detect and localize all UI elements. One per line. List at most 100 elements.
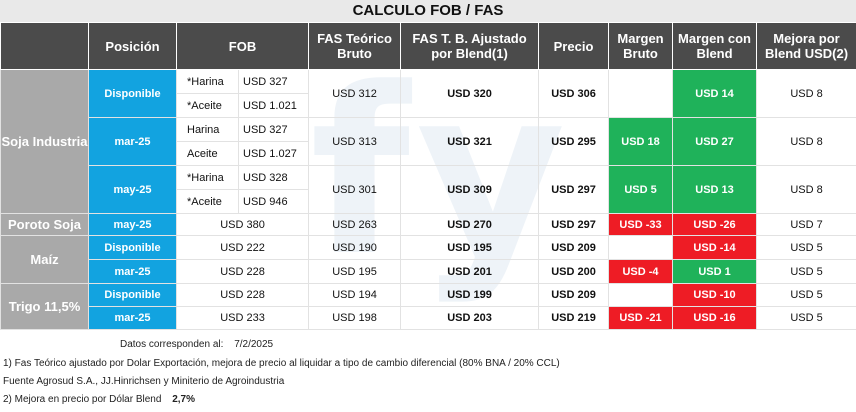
fas-teorico-cell: USD 194 — [308, 283, 402, 307]
fas-teorico-cell: USD 263 — [308, 213, 402, 236]
fob-label: *Harina — [176, 165, 239, 190]
position-cell: mar-25 — [88, 259, 177, 284]
product-poroto-soja: Poroto Soja — [0, 213, 89, 236]
header-fas-ajustado: FAS T. B. Ajustado por Blend(1) — [400, 22, 540, 70]
mejora-cell: USD 5 — [756, 235, 856, 260]
fob-value: USD 946 — [237, 189, 310, 214]
fob-fas-table: Posición FOB FAS Teórico Bruto FAS T. B.… — [0, 22, 856, 330]
position-cell: may-25 — [88, 213, 177, 236]
fob-value: USD 228 — [175, 283, 310, 307]
header-empty — [0, 22, 89, 70]
fas-teorico-cell: USD 198 — [308, 306, 402, 330]
fas-teorico-cell: USD 195 — [308, 259, 402, 284]
table-row: Soja Industria Disponible *Harina USD 32… — [0, 69, 856, 214]
header-precio: Precio — [538, 22, 610, 70]
table-row: mar-25 USD 228 USD 195 USD 201 USD 200 U… — [0, 259, 856, 284]
fas-ajustado-cell: USD 203 — [400, 306, 540, 330]
margen-bruto-cell — [608, 283, 674, 307]
position-cell: may-25 — [88, 165, 177, 214]
precio-cell: USD 306 — [538, 69, 610, 118]
mejora-cell: USD 7 — [756, 213, 856, 236]
margen-blend-cell: USD 13 — [672, 165, 758, 214]
position-cell: mar-25 — [88, 117, 177, 166]
product-maiz: Maíz — [0, 235, 89, 284]
margen-bruto-cell: USD 5 — [608, 165, 674, 214]
fob-value: USD 233 — [175, 306, 310, 330]
precio-cell: USD 297 — [538, 165, 610, 214]
fob-value: USD 1.027 — [237, 141, 310, 166]
margen-bruto-cell: USD -33 — [608, 213, 674, 236]
fas-ajustado-cell: USD 199 — [400, 283, 540, 307]
source-note: Fuente Agrosud S.A., JJ.Hinrichsen y Min… — [3, 376, 285, 387]
fob-label: Aceite — [176, 141, 239, 166]
table-row: Trigo 11,5% Disponible USD 228 USD 194 U… — [0, 283, 856, 330]
data-date-line: Datos corresponden al: 7/2/2025 — [120, 339, 273, 350]
header-fob: FOB — [175, 22, 310, 70]
header-fas-teorico: FAS Teórico Bruto — [308, 22, 402, 70]
footnote-2-label: 2) Mejora en precio por Dólar Blend — [3, 394, 162, 405]
margen-blend-cell: USD -14 — [672, 235, 758, 260]
fas-ajustado-cell: USD 321 — [400, 117, 540, 166]
data-date-label: Datos corresponden al: — [120, 339, 224, 350]
data-date-value: 7/2/2025 — [234, 339, 274, 350]
margen-blend-cell: USD -16 — [672, 306, 758, 330]
table-row: Maíz Disponible USD 222 USD 190 USD 195 … — [0, 235, 856, 284]
precio-cell: USD 219 — [538, 306, 610, 330]
table-row: mar-25 Harina USD 327 USD 313 USD 321 US… — [0, 117, 856, 166]
mejora-cell: USD 8 — [756, 69, 856, 118]
margen-blend-cell: USD 27 — [672, 117, 758, 166]
footnote-2: 2) Mejora en precio por Dólar Blend 2,7% — [3, 394, 195, 405]
fas-teorico-cell: USD 312 — [308, 69, 402, 118]
table-row: mar-25 USD 233 USD 198 USD 203 USD 219 U… — [0, 306, 856, 330]
fas-ajustado-cell: USD 320 — [400, 69, 540, 118]
mejora-cell: USD 5 — [756, 259, 856, 284]
mejora-cell: USD 8 — [756, 165, 856, 214]
product-trigo: Trigo 11,5% — [0, 283, 89, 330]
margen-bruto-cell: USD -4 — [608, 259, 674, 284]
position-cell: Disponible — [88, 283, 177, 307]
precio-cell: USD 209 — [538, 283, 610, 307]
mejora-cell: USD 5 — [756, 283, 856, 307]
header-posicion: Posición — [88, 22, 177, 70]
margen-bruto-cell — [608, 69, 674, 118]
fas-ajustado-cell: USD 195 — [400, 235, 540, 260]
margen-blend-cell: USD 1 — [672, 259, 758, 284]
margen-bruto-cell: USD 18 — [608, 117, 674, 166]
fob-value: USD 327 — [237, 69, 310, 94]
fob-value: USD 222 — [175, 235, 310, 260]
fob-label: *Aceite — [176, 189, 239, 214]
fob-label: *Harina — [176, 69, 239, 94]
fas-ajustado-cell: USD 309 — [400, 165, 540, 214]
position-cell: Disponible — [88, 69, 177, 118]
table-row: may-25 *Harina USD 328 USD 301 USD 309 U… — [0, 165, 856, 214]
product-soja-industria: Soja Industria — [0, 69, 89, 214]
margen-bruto-cell: USD -21 — [608, 306, 674, 330]
position-cell: Disponible — [88, 235, 177, 260]
table-row: Poroto Soja may-25 USD 380 USD 263 USD 2… — [0, 213, 856, 236]
footnote-1: 1) Fas Teórico ajustado por Dolar Export… — [3, 358, 560, 369]
margen-blend-cell: USD 14 — [672, 69, 758, 118]
fob-value: USD 228 — [175, 259, 310, 284]
fob-label: Harina — [176, 117, 239, 142]
precio-cell: USD 209 — [538, 235, 610, 260]
fas-ajustado-cell: USD 201 — [400, 259, 540, 284]
fob-label: *Aceite — [176, 93, 239, 118]
precio-cell: USD 295 — [538, 117, 610, 166]
fob-value: USD 327 — [237, 117, 310, 142]
fob-value: USD 380 — [175, 213, 310, 236]
fas-teorico-cell: USD 313 — [308, 117, 402, 166]
fas-teorico-cell: USD 301 — [308, 165, 402, 214]
mejora-cell: USD 5 — [756, 306, 856, 330]
fob-value: USD 1.021 — [237, 93, 310, 118]
header-mejora: Mejora por Blend USD(2) — [756, 22, 856, 70]
margen-blend-cell: USD -10 — [672, 283, 758, 307]
fas-teorico-cell: USD 190 — [308, 235, 402, 260]
fob-value: USD 328 — [237, 165, 310, 190]
header-margen-blend: Margen con Blend — [672, 22, 758, 70]
header-margen-bruto: Margen Bruto — [608, 22, 674, 70]
margen-blend-cell: USD -26 — [672, 213, 758, 236]
precio-cell: USD 200 — [538, 259, 610, 284]
precio-cell: USD 297 — [538, 213, 610, 236]
position-cell: mar-25 — [88, 306, 177, 330]
fas-ajustado-cell: USD 270 — [400, 213, 540, 236]
